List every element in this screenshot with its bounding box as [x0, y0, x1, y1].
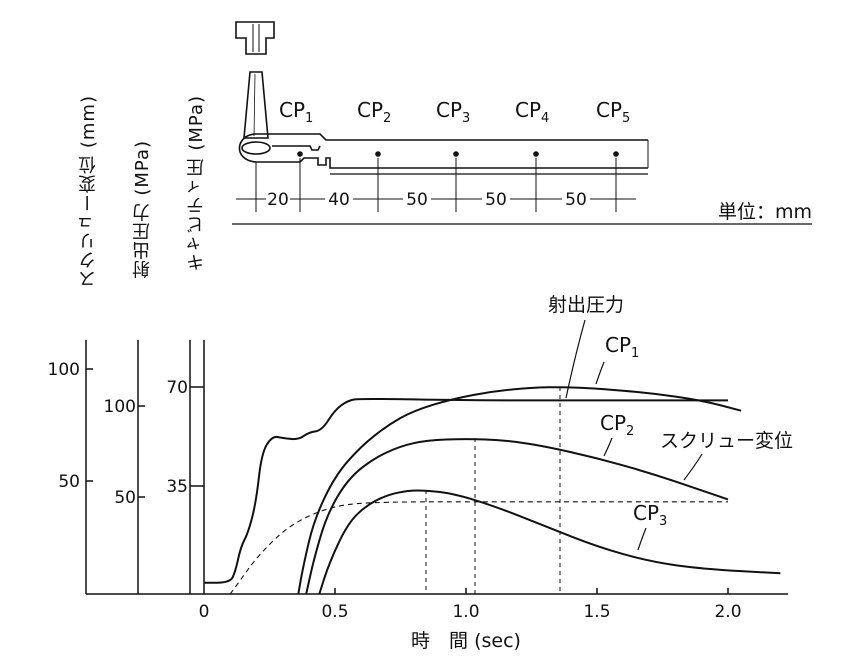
annotations: 射出圧力 CP1 CP2 スクリュー変位 CP3: [548, 294, 793, 529]
series-line-cp2: [305, 438, 729, 595]
cp2-leader: [603, 437, 613, 457]
cp2-marker: [375, 151, 381, 157]
cp3-leader: [637, 527, 647, 551]
series-layer: [204, 386, 781, 595]
spacing-2: 40: [328, 190, 350, 210]
peak-guides: [425, 387, 561, 594]
series-line-cp1: [297, 386, 742, 595]
cp1-annotation: CP1: [605, 333, 639, 361]
x-tick-2.0: 2.0: [714, 602, 741, 622]
x-tick-1.0: 1.0: [452, 602, 479, 622]
cp1-label: CP1: [279, 98, 313, 126]
spacing-1: 20: [267, 190, 289, 210]
cp5-marker: [613, 151, 619, 157]
spacing-4: 50: [485, 190, 507, 210]
cp2-label: CP2: [357, 98, 391, 126]
y-ticks: 100 50 100 50 70 35: [48, 360, 188, 508]
series-line-cp3: [318, 489, 781, 595]
spacing-3: 50: [406, 190, 428, 210]
spacing-5: 50: [565, 190, 587, 210]
x-tick-0.5: 0.5: [321, 602, 348, 622]
cp-labels: CP1 CP2 CP3 CP4 CP5: [279, 98, 630, 126]
cp3-marker: [453, 151, 459, 157]
screw-tick-50: 50: [58, 472, 80, 492]
dimension-values: 20 40 50 50 50: [266, 190, 590, 210]
cp-markers: [297, 151, 619, 157]
mold-schematic: [235, 21, 649, 175]
x-ticks: 0 0.5 1.0 1.5 2.0: [199, 602, 742, 622]
cp3-annotation: CP3: [633, 501, 667, 529]
cp1-marker: [297, 151, 303, 157]
cp5-label: CP5: [596, 98, 630, 126]
screw-leader: [683, 453, 703, 481]
x-tick-1.5: 1.5: [583, 602, 610, 622]
x-axis-title: 時 間 (sec): [411, 630, 521, 652]
cp4-marker: [533, 151, 539, 157]
series-line-スクリュー変位: [229, 501, 728, 595]
x-tick-0: 0: [199, 602, 210, 622]
cavity-tick-70: 70: [166, 378, 188, 398]
screw-annotation: スクリュー変位: [660, 430, 793, 452]
cp2-annotation: CP2: [600, 411, 634, 439]
injection-tick-100: 100: [104, 397, 136, 417]
series-line-射出圧力: [204, 397, 728, 584]
injection-annotation: 射出圧力: [548, 294, 624, 316]
cp4-label: CP4: [515, 98, 549, 126]
injection-leader: [565, 319, 586, 399]
cp1-leader: [595, 361, 605, 385]
injection-tick-50: 50: [114, 488, 136, 508]
axes: [85, 340, 788, 595]
cp3-label: CP3: [436, 98, 470, 126]
screw-tick-100: 100: [48, 360, 80, 380]
cavity-tick-35: 35: [166, 477, 188, 497]
annotation-leaders: [565, 319, 703, 551]
unit-label: 単位：mm: [718, 201, 812, 223]
